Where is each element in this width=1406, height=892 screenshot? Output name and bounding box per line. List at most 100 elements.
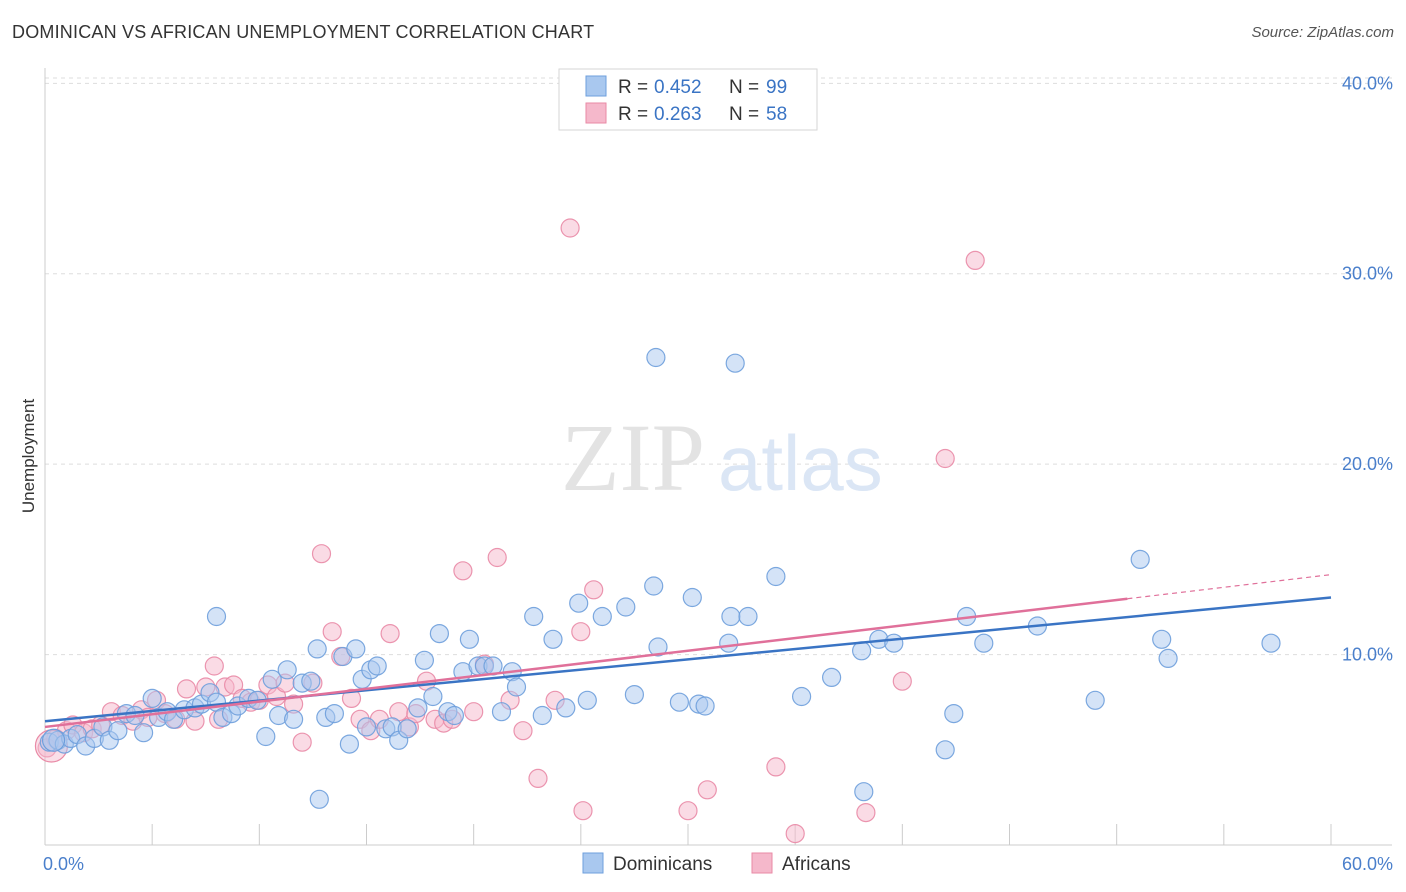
dominicans-point-76 <box>695 696 715 716</box>
dominicans-point-41 <box>356 717 377 737</box>
africans-point-18 <box>204 656 224 676</box>
dominicans-point-59 <box>491 702 512 722</box>
dominicans-point-49 <box>414 650 434 670</box>
dominicans-point-79 <box>738 606 758 627</box>
dominicans-point-77 <box>719 633 739 653</box>
dominicans-point-53 <box>444 705 464 726</box>
dominicans-point-51 <box>429 623 449 644</box>
africans-point-32 <box>322 622 342 642</box>
y-tick-label-3: 40.0% <box>1342 73 1393 93</box>
dominicans-point-88 <box>944 703 964 724</box>
watermark-atlas: atlas <box>718 419 883 507</box>
africans-point-63 <box>892 671 912 691</box>
africans-point-49 <box>487 547 507 568</box>
dominicans-point-78 <box>721 606 741 627</box>
dominicans-point-98 <box>725 353 745 373</box>
legend-n-value-africans: 58 <box>766 104 787 125</box>
dominicans-point-68 <box>592 606 612 627</box>
africans-trend-line-extension <box>1127 574 1332 600</box>
africans-trend-line <box>44 597 1128 729</box>
dominicans-point-36 <box>324 703 344 724</box>
dominicans-point-38 <box>339 734 359 754</box>
africans-point-57 <box>573 801 593 821</box>
dominicans-point-27 <box>256 726 276 747</box>
bottom-legend-label-africans: Africans <box>782 854 851 875</box>
dominicans-point-39 <box>346 639 366 659</box>
dominicans-point-28 <box>262 669 282 689</box>
dominicans-point-93 <box>1130 549 1150 570</box>
dominicans-point-99 <box>206 606 227 627</box>
legend-swatch-africans <box>585 102 607 124</box>
y-tick-label-0: 10.0% <box>1342 645 1393 665</box>
africans-point-51 <box>513 721 533 741</box>
watermark-zip: ZIP <box>561 404 705 511</box>
africans-point-56 <box>584 580 604 600</box>
bottom-legend-label-dominicans: Dominicans <box>613 854 712 875</box>
dominicans-point-90 <box>974 633 994 653</box>
africans-point-60 <box>766 757 786 777</box>
dominicans-point-66 <box>569 593 589 613</box>
dominicans-point-13 <box>142 688 162 709</box>
y-tick-label-2: 30.0% <box>1342 264 1393 284</box>
y-axis-title: Unemployment <box>19 399 38 514</box>
dominicans-cluster-point <box>41 728 66 752</box>
africans-point-46 <box>453 561 473 581</box>
dominicans-point-95 <box>1158 648 1178 669</box>
y-tick-label-1: 20.0% <box>1342 454 1393 474</box>
dominicans-point-94 <box>1152 629 1172 649</box>
dominicans-point-73 <box>669 692 690 712</box>
legend-r-value-dominicans: 0.452 <box>654 77 702 98</box>
x-tick-label-0: 0.0% <box>43 854 84 874</box>
africans-point-61 <box>785 823 805 844</box>
dominicans-point-31 <box>284 709 304 729</box>
legend-r-label-africans: R = <box>618 104 648 125</box>
bottom-legend-swatch-africans <box>751 852 773 874</box>
africans-point-21 <box>224 675 244 695</box>
africans-point-54 <box>560 218 580 238</box>
dominicans-point-83 <box>851 641 872 661</box>
dominicans-point-33 <box>301 671 321 691</box>
dominicans-point-64 <box>543 629 563 649</box>
legend-n-label-africans: N = <box>729 104 759 125</box>
africans-point-62 <box>856 802 876 823</box>
x-tick-label-1: 60.0% <box>1342 854 1393 874</box>
legend-n-value-dominicans: 99 <box>766 77 787 98</box>
legend-r-label-dominicans: R = <box>618 77 648 98</box>
dominicans-point-67 <box>577 690 597 710</box>
tick-labels: 10.0% 20.0% 30.0% 40.0% 0.0% 60.0% <box>43 73 1393 874</box>
dominicans-point-74 <box>682 587 702 608</box>
dominicans-point-70 <box>624 684 645 705</box>
dominicans-point-9 <box>108 721 128 741</box>
dominicans-point-96 <box>1261 633 1281 653</box>
africans-point-55 <box>571 622 591 642</box>
dominicans-point-62 <box>524 606 544 627</box>
africans-point-65 <box>965 250 985 270</box>
africans-point-29 <box>292 732 312 752</box>
dominicans-point-47 <box>397 719 417 739</box>
africans-point-47 <box>464 702 484 722</box>
africans-point-38 <box>380 623 400 644</box>
dominicans-point-69 <box>616 597 636 617</box>
dominicans-point-82 <box>821 667 842 688</box>
dominicans-point-50 <box>423 686 443 707</box>
dominicans-point-87 <box>935 740 955 760</box>
dominicans-point-12 <box>134 723 154 743</box>
dominicans-point-92 <box>1085 690 1105 710</box>
chart-title: DOMINICAN VS AFRICAN UNEMPLOYMENT CORREL… <box>12 22 595 42</box>
dominicans-point-34 <box>307 639 327 659</box>
watermark: ZIP atlas <box>561 404 883 511</box>
legend-n-label-dominicans: N = <box>729 77 759 98</box>
dominicans-point-48 <box>408 698 428 718</box>
dominicans-point-80 <box>766 566 786 587</box>
axes <box>44 68 1392 846</box>
bottom-legend-swatch-dominicans <box>582 852 604 874</box>
dominicans-point-61 <box>506 677 527 697</box>
dominicans-point-100 <box>309 789 329 809</box>
dominicans-point-97 <box>646 347 666 368</box>
dominicans-point-65 <box>556 698 576 718</box>
chart-source: Source: ZipAtlas.com <box>1251 24 1394 41</box>
legend-swatch-dominicans <box>585 75 607 97</box>
dominicans-point-63 <box>532 705 552 726</box>
dominicans-point-71 <box>644 576 664 596</box>
